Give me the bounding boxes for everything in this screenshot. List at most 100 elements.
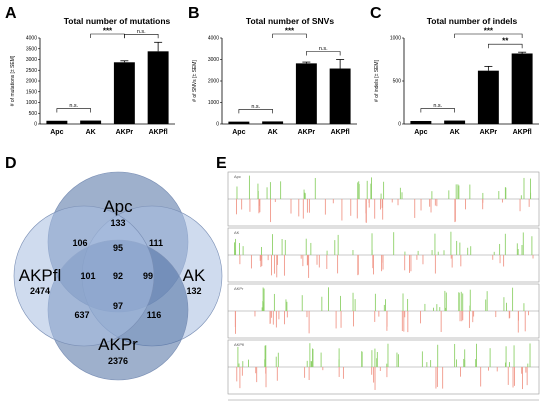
track-bar-gain [238,363,240,367]
track-bar-loss [397,199,399,206]
track-bar-loss [503,255,505,267]
y-tick-label: 4000 [208,36,219,42]
track-bar-loss [508,311,510,319]
track-bar-loss [450,255,452,259]
mutations-bar-chart: Total number of mutations 0 500 1000 1500 20… [10,16,175,136]
y-axis-label: # of indels [± SEM] [374,59,380,102]
bar-apc [410,120,432,124]
track-bar-gain [310,242,312,255]
track-bar-gain [354,299,356,311]
track-bar-loss [454,199,456,223]
y-tick-label: 500 [393,79,402,85]
track-bar-gain [311,361,313,367]
track-bar-gain [417,250,419,255]
track-bar-gain [443,250,445,255]
track-bar-loss [401,311,403,332]
track-bar-gain [460,291,462,311]
track-bar-gain [504,362,506,367]
track-bar-gain [277,352,279,367]
track-bar-loss [270,199,272,223]
track-bar-loss [436,199,438,207]
track-bar-loss [270,311,272,318]
track-bar-gain [523,177,525,199]
chart-title: Total number of mutations [64,16,171,26]
track-bar-loss [517,311,519,333]
track-bar-gain [462,293,464,311]
track-bar-loss [440,311,442,332]
track-bar-loss [269,311,271,324]
y-tick-label: 3500 [26,46,37,52]
track-bar-loss [250,255,252,269]
track-bar-loss [462,311,464,321]
significance-bracket [56,108,91,113]
venn-count-akpr-akpfl: 637 [74,310,89,320]
y-tick-label: 3000 [26,57,37,63]
x-tick-label: AK [450,129,460,136]
track-bar-gain [448,190,450,199]
track-bar-loss [261,255,263,266]
bar-apc [228,121,250,124]
track-bar-loss [307,255,309,265]
track-bar-gain [475,359,477,367]
track-bar-gain [530,192,532,199]
significance-label: n.s. [433,103,442,109]
track-bar-gain [304,192,306,199]
track-bar-gain [399,187,401,199]
track-bar-loss [514,367,515,386]
track-label: Apc [234,174,241,179]
track-bar-gain [521,244,523,255]
track-bar-loss [532,255,534,259]
bar-akpr [295,63,317,124]
track-bar-loss [472,311,474,323]
track-bar-loss [316,255,318,265]
track-bar-loss [468,311,470,328]
track-bar-gain [393,232,395,255]
track-bar-gain [236,186,238,199]
track-bar-loss [465,199,466,210]
mutation-track-panel: ApcAKAKPrAKPfl12345678910111213141516171… [227,171,540,403]
venn-count-apc-akpfl: 106 [72,238,87,248]
track-bar-gain [439,307,441,311]
track-bar-loss [239,367,241,389]
track-bar-gain [527,363,529,367]
track-bar-gain [305,238,307,255]
track-bar-gain [262,287,264,311]
track-bar-loss [461,311,463,322]
track-bar-loss [338,367,340,377]
track-bar-gain [304,193,306,199]
venn-count-akpr: 2376 [108,356,128,366]
track-bar-loss [488,367,489,371]
track-bar-loss [507,367,509,385]
track-bar-gain [262,304,264,311]
track-bar-gain [306,360,308,367]
panel-label-e: E [216,155,227,172]
significance-bracket [238,109,273,114]
track-bar-gain [361,351,363,367]
track-bar-gain [436,304,438,311]
track-bar-gain [505,187,507,199]
track-bar-gain [458,292,460,311]
track-bar-loss [519,199,521,212]
x-tick-label: Apc [232,129,245,136]
track-bar-gain [242,246,244,255]
track-bar-loss [512,367,514,388]
track-bar-gain [470,246,472,255]
track-bar-gain [358,184,360,199]
y-tick-label: 4000 [26,36,37,42]
chart-title: Total number of indels [427,16,518,26]
track-bar-gain [396,352,398,367]
track-bar-gain [237,346,239,367]
track-bar-loss [265,367,267,388]
track-bar-loss [306,199,308,213]
track-bar-gain [476,343,477,367]
track-bar-loss [236,367,238,382]
track-bar-loss [326,255,328,269]
track-bar-loss [342,367,344,379]
y-tick-label: 0 [34,122,37,128]
track-bar-gain [334,240,336,255]
track-bar-loss [337,255,339,274]
venn-count-ak-akpr-akpfl: 97 [113,301,123,311]
track-bar-loss [306,255,308,266]
track-bar-gain [531,236,533,255]
track-bar-loss [528,199,530,207]
